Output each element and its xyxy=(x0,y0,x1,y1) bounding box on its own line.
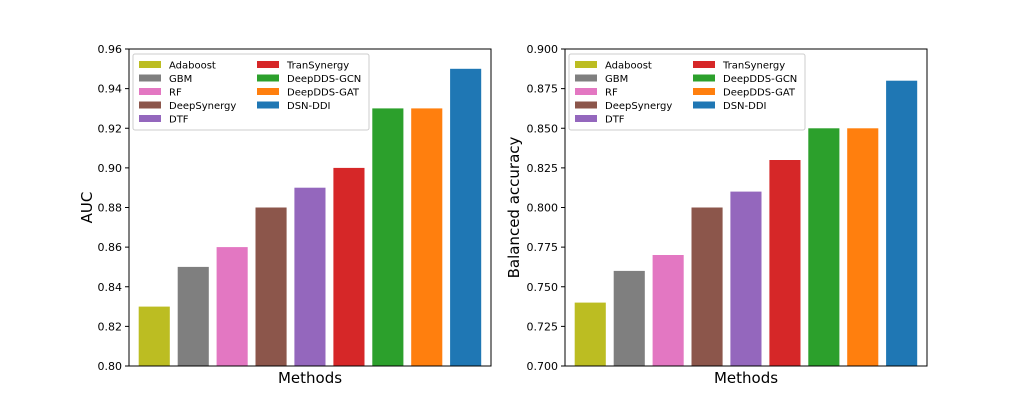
bar-deepdds-gcn xyxy=(808,128,840,366)
y-tick-label: 0.80 xyxy=(98,360,123,373)
y-axis-label: Balanced accuracy xyxy=(505,136,523,278)
legend-swatch-dtf xyxy=(575,115,597,122)
y-tick-label: 0.725 xyxy=(527,320,559,333)
legend-swatch-deepsynergy xyxy=(139,101,161,109)
legend-label-deepdds-gcn: DeepDDS-GCN xyxy=(287,74,361,85)
legend-swatch-adaboost xyxy=(139,61,161,68)
legend-label-deepdds-gat: DeepDDS-GAT xyxy=(723,88,796,99)
x-axis-label: Methods xyxy=(714,369,778,387)
legend: Adaboost GBM RF DeepSynergy DTF TranSynergy De… xyxy=(568,53,806,131)
legend-swatch-transynergy xyxy=(693,61,715,68)
y-tick-label: 0.850 xyxy=(527,122,559,135)
legend-label-dsn-ddi: DSN-DDI xyxy=(287,101,331,112)
legend-label-adaboost: Adaboost xyxy=(605,61,652,72)
y-tick-label: 0.700 xyxy=(527,360,559,373)
bar-adaboost xyxy=(138,306,170,366)
legend-label-dtf: DTF xyxy=(169,115,189,126)
bars xyxy=(574,80,918,366)
legend-swatch-gbm xyxy=(575,74,597,82)
y-tick-label: 0.92 xyxy=(98,122,123,135)
y-tick-label: 0.875 xyxy=(527,83,559,96)
y-tick-label: 0.94 xyxy=(98,83,123,96)
legend-swatch-gbm xyxy=(139,74,161,82)
bar-deepdds-gat xyxy=(411,108,443,367)
legend-swatch-rf xyxy=(575,88,597,95)
legend-label-deepsynergy: DeepSynergy xyxy=(605,101,672,112)
legend-swatch-dsn-ddi xyxy=(693,101,715,109)
legend-label-transynergy: TranSynergy xyxy=(722,61,785,72)
legend-swatch-transynergy xyxy=(257,61,279,68)
legend-swatch-rf xyxy=(139,88,161,95)
balanced-accuracy-chart: 0.700 0.725 0.750 0.775 0.800 0.825 0.850 0.875… xyxy=(505,43,928,387)
y-tick-label: 0.88 xyxy=(98,202,123,215)
bar-rf xyxy=(652,255,684,366)
bar-gbm xyxy=(177,266,209,366)
y-tick-label: 0.82 xyxy=(98,320,123,333)
y-tick-label: 0.750 xyxy=(527,281,559,294)
legend-label-gbm: GBM xyxy=(169,74,192,85)
y-tick-label: 0.90 xyxy=(98,162,123,175)
legend-label-adaboost: Adaboost xyxy=(169,61,216,72)
bar-dtf xyxy=(294,187,326,366)
legend-swatch-deepdds-gat xyxy=(257,88,279,95)
bar-deepdds-gcn xyxy=(372,108,404,367)
auc-chart: 0.80 0.82 0.84 0.86 0.88 0.90 0.92 0.94 0.96 Meth… xyxy=(78,43,492,387)
legend: Adaboost GBM RF DeepSynergy DTF TranSynergy De… xyxy=(132,53,370,131)
bar-gbm xyxy=(613,270,645,366)
bar-dtf xyxy=(730,191,762,366)
legend-swatch-dtf xyxy=(139,115,161,122)
y-axis-ticks: 0.80 0.82 0.84 0.86 0.88 0.90 0.92 0.94 0.96 xyxy=(98,43,129,373)
bar-adaboost xyxy=(574,302,606,366)
bar-dsn-ddi xyxy=(886,80,918,366)
legend-swatch-dsn-ddi xyxy=(257,101,279,109)
y-tick-label: 0.800 xyxy=(527,202,559,215)
y-tick-label: 0.86 xyxy=(98,241,123,254)
y-tick-label: 0.825 xyxy=(527,162,559,175)
legend-swatch-deepdds-gat xyxy=(693,88,715,95)
legend-label-gbm: GBM xyxy=(605,74,628,85)
bar-dsn-ddi xyxy=(450,68,482,367)
y-axis-ticks: 0.700 0.725 0.750 0.775 0.800 0.825 0.850 0.875… xyxy=(527,43,565,373)
legend-swatch-deepdds-gcn xyxy=(693,74,715,82)
bar-deepsynergy xyxy=(255,207,287,366)
y-tick-label: 0.900 xyxy=(527,43,559,56)
bar-transynergy xyxy=(333,167,365,366)
legend-label-transynergy: TranSynergy xyxy=(286,61,349,72)
legend-label-rf: RF xyxy=(169,88,182,99)
y-tick-label: 0.96 xyxy=(98,43,123,56)
legend-box xyxy=(132,53,370,131)
plot-frame xyxy=(128,48,492,367)
x-axis-label: Methods xyxy=(278,369,342,387)
legend-swatch-deepsynergy xyxy=(575,101,597,109)
legend-box xyxy=(568,53,806,131)
legend-label-dsn-ddi: DSN-DDI xyxy=(723,101,767,112)
legend-label-deepdds-gcn: DeepDDS-GCN xyxy=(723,74,797,85)
y-tick-label: 0.775 xyxy=(527,241,559,254)
bar-rf xyxy=(216,247,248,366)
legend-label-deepdds-gat: DeepDDS-GAT xyxy=(287,88,360,99)
legend-label-rf: RF xyxy=(605,88,618,99)
bar-deepsynergy xyxy=(691,207,723,366)
bar-deepdds-gat xyxy=(847,128,879,366)
legend-label-dtf: DTF xyxy=(605,115,625,126)
legend-label-deepsynergy: DeepSynergy xyxy=(169,101,236,112)
legend-swatch-deepdds-gcn xyxy=(257,74,279,82)
bars xyxy=(138,68,482,367)
bar-transynergy xyxy=(769,160,801,366)
legend-swatch-adaboost xyxy=(575,61,597,68)
plot-frame xyxy=(564,48,928,367)
y-tick-label: 0.84 xyxy=(98,281,123,294)
y-axis-label: AUC xyxy=(78,192,96,224)
